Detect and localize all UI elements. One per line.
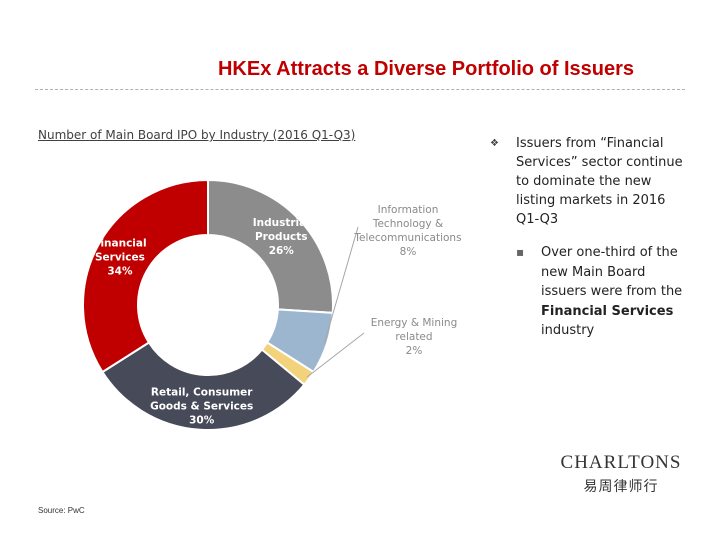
bullet-sub-end: industry xyxy=(541,323,595,338)
title-divider xyxy=(35,89,685,90)
logo-english: CHARLTONS xyxy=(560,452,682,473)
bullet-main: ❖ Issuers from “Financial Services” sect… xyxy=(490,134,690,229)
slide-title: HKEx Attracts a Diverse Portfolio of Iss… xyxy=(217,58,635,80)
slice-financial-services xyxy=(82,178,209,374)
label-financial-services: Financial Services 34% xyxy=(93,238,146,278)
bullet-sub-bold: Financial Services xyxy=(541,303,674,319)
bullet-main-text: Issuers from “Financial Services” sector… xyxy=(516,136,683,227)
chart-heading: Number of Main Board IPO by Industry (20… xyxy=(38,128,356,142)
label-energy-mining: Energy & Mining related 2% xyxy=(371,317,458,357)
slice-industrial-products xyxy=(207,178,334,314)
logo-chinese: 易周律师行 xyxy=(583,479,659,495)
bullet-sub: ▪ Over one-third of the new Main Board i… xyxy=(516,243,690,341)
source-note: Source: PwC xyxy=(38,506,85,515)
leader-line-energy-mining xyxy=(306,332,365,378)
label-industrial-products: Industrial Products 26% xyxy=(253,217,310,257)
bullet-list: ❖ Issuers from “Financial Services” sect… xyxy=(490,134,690,341)
leader-line-info-tech-telecom xyxy=(324,226,359,343)
bullet-sub-text: Over one-third of the new Main Board iss… xyxy=(541,245,683,299)
charltons-logo: CHARLTONS 易周律师行 xyxy=(558,452,684,496)
bullet-icon: ❖ xyxy=(490,138,499,149)
label-info-tech-telecom: Information Technology & Telecommunication… xyxy=(353,204,461,258)
slice-retail-consumer xyxy=(101,341,306,431)
label-retail-consumer: Retail, Consumer Goods & Services 30% xyxy=(150,386,253,426)
sub-bullet-icon: ▪ xyxy=(516,245,525,259)
